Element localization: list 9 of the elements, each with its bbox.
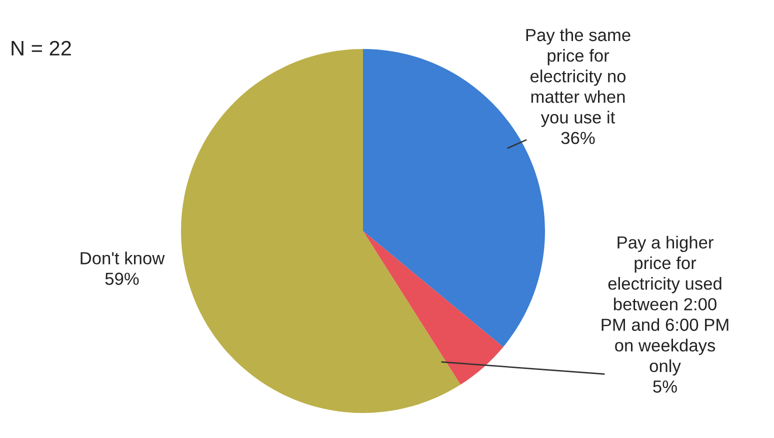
slice-label: Pay a higher price for electricity used between 2:00 PM and 6:00 PM on weekdays only	[602, 236, 728, 376]
slice-label: Don't know	[80, 252, 165, 264]
data-label: 36%	[561, 132, 595, 144]
data-label: 5%	[653, 380, 677, 393]
data-label: 59%	[105, 272, 139, 285]
pie-slice	[363, 231, 504, 385]
text: N = 22	[12, 40, 71, 56]
slice-label: Pay the same price for electricity no matter when you use it	[526, 28, 630, 127]
pie-slice	[181, 49, 461, 413]
